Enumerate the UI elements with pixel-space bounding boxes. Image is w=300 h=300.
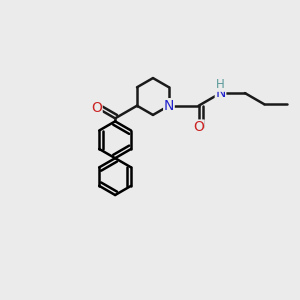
Text: O: O [193, 120, 204, 134]
Text: O: O [91, 100, 102, 115]
Text: N: N [215, 86, 226, 100]
Text: N: N [164, 99, 174, 113]
Text: H: H [216, 78, 225, 91]
